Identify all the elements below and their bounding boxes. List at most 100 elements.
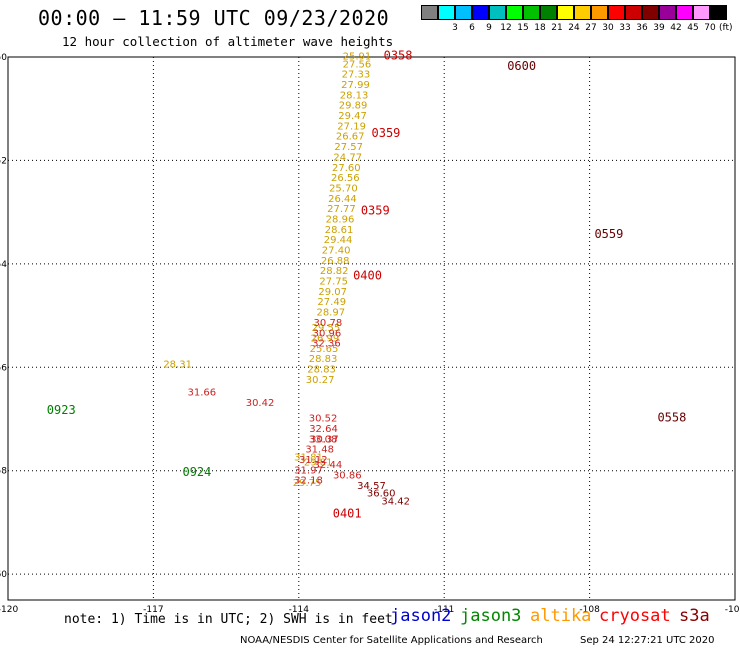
swh-value-label: 31.66 [188,388,217,399]
swh-value-label: 31.48 [305,445,334,456]
colorbar-tick-label: 42 [670,23,682,33]
swh-value-label: 30.96 [313,328,342,339]
swh-value-label: 26.56 [331,173,360,184]
lat-tick-label: -54 [0,260,7,270]
lat-tick-label: -60 [0,570,7,580]
colorbar-swatch [472,5,489,20]
colorbar-swatch [710,5,727,20]
colorbar-tick-label: 12 [500,23,512,33]
pass-time-label: 0359 [372,126,401,140]
swh-value-label: 27.77 [327,204,356,215]
swh-value-label: 28.31 [163,359,192,370]
colorbar-tick-label: 24 [568,23,580,33]
swh-value-label: 27.40 [322,246,351,257]
swh-value-label: 26.67 [336,132,365,143]
colorbar-tick-label: 21 [551,23,563,33]
swh-value-label: 28.13 [340,90,369,101]
swh-value-label: 26.99 [311,333,340,344]
pass-time-label: 0923 [47,403,76,417]
swh-value-label: 28.83 [309,354,338,365]
swh-value-label: 27.33 [342,70,371,81]
swh-value-label: 25.70 [329,183,358,194]
colorbar-swatch [540,5,557,20]
lon-tick-label: -114 [289,605,310,615]
swh-value-label: 34.42 [381,496,410,507]
swh-value-label: 34.57 [357,481,386,492]
pass-time-label: 0401 [333,506,362,520]
pass-time-label: 0559 [594,227,623,241]
colorbar-tick-label: 15 [517,23,529,33]
satellite-legend-entry: jason2 [390,606,452,626]
swh-value-label: 31.12 [299,455,328,466]
colorbar-tick-label: 9 [486,23,492,33]
lat-tick-label: -52 [0,156,7,166]
swh-value-label: 27.57 [334,142,363,153]
swh-value-label: 31.81 [294,452,323,463]
map-frame [7,56,736,601]
lon-tick-label: -108 [579,605,600,615]
colorbar-tick-label: 18 [534,23,546,33]
colorbar-tick-label: 6 [469,23,475,33]
swh-value-label: 25.65 [310,344,339,355]
colorbar-unit: (ft) [719,23,733,33]
swh-value-label: 24.77 [333,152,362,163]
swh-value-label: 27.49 [317,297,346,308]
swh-value-label: 31.97 [294,465,323,476]
lon-tick-label: -120 [0,605,18,615]
pass-time-label: 0359 [361,204,390,218]
colorbar-swatch [608,5,625,20]
lat-tick-label: -50 [0,53,7,63]
colorbar-swatch [438,5,455,20]
colorbar-swatch [659,5,676,20]
colorbar-tick-label: 27 [585,23,597,33]
colorbar-swatch [574,5,591,20]
colorbar-tick-label: 70 [704,23,716,33]
satellite-legend-entry: altika [530,606,592,626]
colorbar-swatch [523,5,540,20]
lat-tick-label: -56 [0,363,7,373]
swh-value-label: 29.47 [338,111,367,122]
chart-title: 00:00 – 11:59 UTC 09/23/2020 [38,6,390,30]
colorbar-swatch [506,5,523,20]
pass-time-label: 0400 [353,268,382,282]
swh-value-label: 33.08 [309,434,338,445]
swh-value-label: 27.75 [319,277,348,288]
colorbar-tick-label: 3 [452,23,458,33]
colorbar-swatch [642,5,659,20]
swh-value-label: 30.37 [310,434,339,445]
colorbar-swatch [455,5,472,20]
swh-value-label: 32.44 [314,460,343,471]
swh-value-label: 32.18 [294,476,323,487]
pass-time-label: 0924 [182,465,211,479]
swh-value-label: 29.44 [324,235,353,246]
swh-value-label: 28.96 [326,214,355,225]
colorbar-swatch [489,5,506,20]
swh-value-label: 28.61 [325,225,354,236]
colorbar-tick-label: 39 [653,23,665,33]
colorbar-swatch [625,5,642,20]
swh-value-label: 27.56 [343,59,372,70]
swh-value-label: 29.75 [293,478,322,489]
colorbar-swatch [557,5,574,20]
swh-value-label: 27.60 [332,163,361,174]
swh-value-label: 30.52 [309,414,338,425]
swh-value-label: 28.82 [320,266,349,277]
lon-tick-label: -111 [434,605,454,615]
swh-value-label: 26.44 [328,194,357,205]
colorbar-tick-label: 36 [636,23,648,33]
generated-timestamp: Sep 24 12:27:21 UTC 2020 [580,635,715,646]
pass-time-label: 0600 [507,59,536,73]
note-text: note: 1) Time is in UTC; 2) SWH is in fe… [64,612,393,627]
lon-tick-label: -105 [725,605,740,615]
satellite-legend-entry: cryosat [599,606,671,626]
swh-value-label: 30.42 [246,398,275,409]
lat-tick-label: -58 [0,467,7,477]
colorbar-tick-label: 45 [687,23,699,33]
pass-time-label: 0558 [657,411,686,425]
swh-value-label: 32.64 [309,424,338,435]
swh-value-label: 25.91 [343,52,372,63]
swh-value-label: 36.60 [367,489,396,500]
swh-value-label: 29.07 [318,287,347,298]
colorbar-swatch [693,5,710,20]
